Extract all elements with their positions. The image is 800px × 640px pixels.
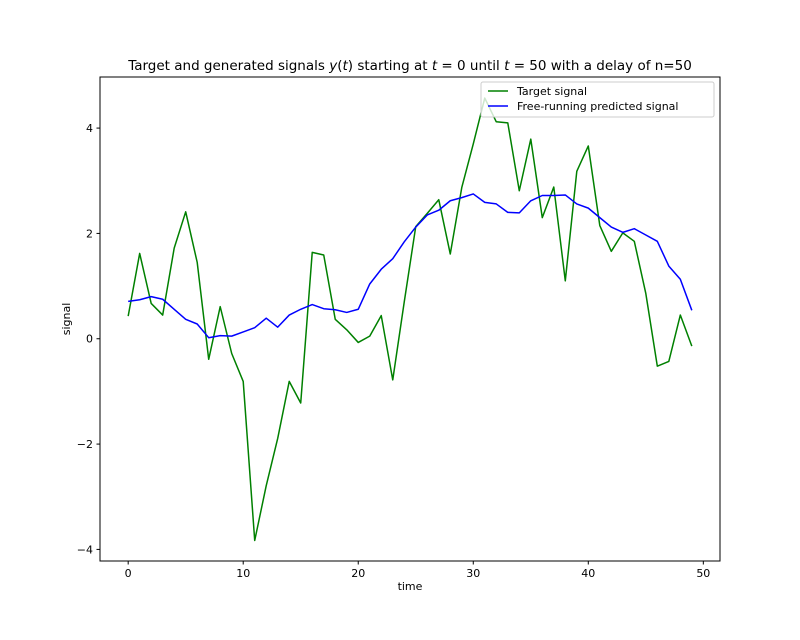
x-tick-label: 50 — [696, 567, 710, 580]
x-axis-label: time — [398, 580, 423, 593]
title-part: ) starting at — [348, 58, 432, 74]
y-tick-label: −2 — [77, 438, 93, 451]
title-math-t: t — [504, 58, 510, 74]
chart-title: Target and generated signals y(t) starti… — [127, 58, 692, 74]
title-math-t: t — [343, 58, 349, 74]
y-tick-label: −4 — [77, 543, 93, 556]
title-part: = 50 with a delay of n=50 — [509, 58, 691, 74]
title-math-y: y — [328, 58, 338, 74]
series-layer — [127, 97, 693, 542]
y-tick-label: 0 — [86, 333, 93, 346]
y-tick-label: 2 — [86, 227, 93, 240]
title-math-t: t — [432, 58, 438, 74]
title-part: ( — [337, 58, 342, 74]
legend-entry-label: Free-running predicted signal — [517, 100, 678, 113]
x-tick-label: 30 — [466, 567, 480, 580]
plot-frame — [99, 76, 721, 562]
x-tick-label: 0 — [125, 567, 132, 580]
title-part: Target and generated signals — [127, 58, 329, 74]
ticks-layer: 0 10 20 30 40 50 −4 −2 0 2 4 — [77, 122, 711, 580]
series-line-target-signal — [127, 97, 693, 542]
y-axis-label: signal — [60, 303, 73, 336]
x-tick-label: 20 — [351, 567, 365, 580]
legend: Target signal Free-running predicted sign… — [480, 81, 715, 118]
legend-entry-label: Target signal — [516, 85, 587, 98]
y-tick-label: 4 — [86, 122, 93, 135]
legend-box — [480, 81, 715, 118]
title-part: = 0 until — [437, 58, 504, 74]
x-tick-label: 10 — [236, 567, 250, 580]
x-tick-label: 40 — [581, 567, 595, 580]
series-line-free-running-predicted-signal — [128, 193, 693, 339]
